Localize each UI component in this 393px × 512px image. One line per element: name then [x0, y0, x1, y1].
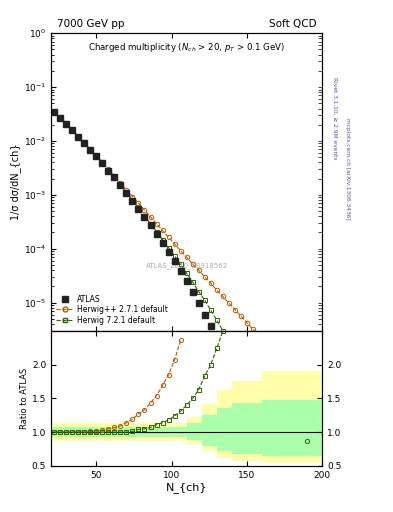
Y-axis label: 1/σ dσ/dN_{ch}: 1/σ dσ/dN_{ch} [10, 144, 21, 220]
Text: ATLAS_2010_S8918562: ATLAS_2010_S8918562 [146, 262, 228, 269]
Text: 7000 GeV pp: 7000 GeV pp [57, 19, 124, 29]
Legend: ATLAS, Herwig++ 2.7.1 default, Herwig 7.2.1 default: ATLAS, Herwig++ 2.7.1 default, Herwig 7.… [55, 293, 169, 327]
Text: mcplots.cern.ch [arXiv:1306.3436]: mcplots.cern.ch [arXiv:1306.3436] [345, 118, 350, 220]
Y-axis label: Ratio to ATLAS: Ratio to ATLAS [20, 368, 29, 429]
Text: Charged multiplicity ($N_{ch}$ > 20, $p_T$ > 0.1 GeV): Charged multiplicity ($N_{ch}$ > 20, $p_… [88, 41, 285, 54]
Text: Rivet 3.1.10, ≥ 2.9M events: Rivet 3.1.10, ≥ 2.9M events [332, 76, 337, 159]
Text: Soft QCD: Soft QCD [269, 19, 317, 29]
X-axis label: N_{ch}: N_{ch} [166, 482, 208, 494]
